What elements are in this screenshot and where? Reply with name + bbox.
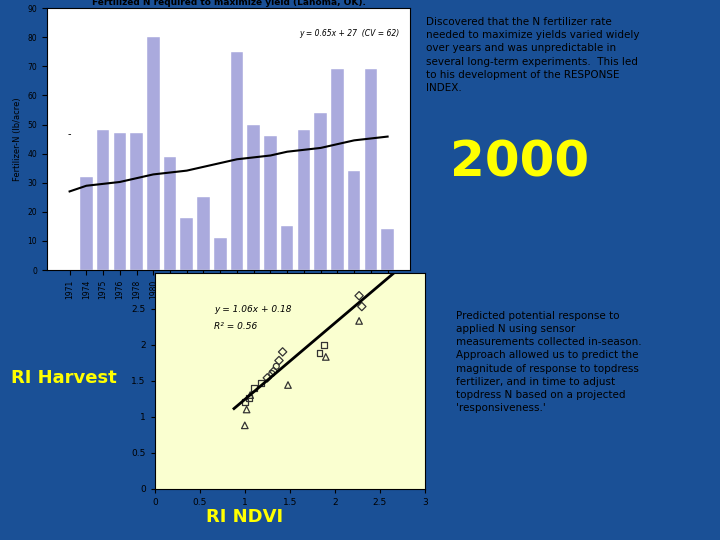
- X-axis label: Year: Year: [219, 305, 238, 314]
- Text: y = 1.06x + 0.18: y = 1.06x + 0.18: [215, 305, 292, 314]
- Point: [255, 379, 266, 387]
- Text: Predicted potential response to
applied N using sensor
measurements collected in: Predicted potential response to applied …: [456, 310, 642, 413]
- Text: RI NDVI: RI NDVI: [206, 509, 284, 526]
- Point: [314, 349, 325, 357]
- Bar: [163, 157, 176, 270]
- Point: [266, 369, 277, 378]
- Bar: [114, 133, 126, 270]
- Point: [240, 405, 252, 414]
- Bar: [281, 226, 294, 270]
- Point: [273, 356, 284, 365]
- Bar: [197, 197, 210, 270]
- Point: [282, 381, 294, 389]
- Bar: [214, 238, 227, 270]
- Bar: [147, 37, 160, 270]
- Text: Discovered that the N fertilizer rate
needed to maximize yields varied widely
ov: Discovered that the N fertilizer rate ne…: [426, 17, 639, 93]
- Bar: [264, 136, 276, 270]
- Point: [318, 340, 330, 349]
- Title: Fertilized N required to maximize yield (Lahoma, OK).: Fertilized N required to maximize yield …: [91, 0, 366, 8]
- Y-axis label: Fertilizer-N (lb/acre): Fertilizer-N (lb/acre): [13, 97, 22, 181]
- Point: [276, 348, 288, 356]
- Point: [248, 383, 259, 392]
- Bar: [382, 230, 394, 270]
- Point: [354, 316, 365, 325]
- Text: RI Harvest: RI Harvest: [11, 369, 117, 387]
- Point: [354, 292, 365, 300]
- Bar: [181, 218, 193, 270]
- Point: [271, 362, 282, 370]
- Bar: [96, 130, 109, 270]
- Bar: [297, 130, 310, 270]
- Bar: [230, 52, 243, 270]
- Text: 2000: 2000: [450, 138, 589, 186]
- Point: [261, 374, 273, 382]
- Bar: [348, 171, 361, 270]
- Bar: [80, 177, 93, 270]
- Point: [356, 302, 367, 311]
- Bar: [315, 113, 327, 270]
- Bar: [248, 125, 260, 270]
- Text: R² = 0.56: R² = 0.56: [215, 322, 258, 331]
- Bar: [331, 69, 343, 270]
- Bar: [130, 133, 143, 270]
- Text: -: -: [68, 129, 71, 139]
- Text: y = 0.65x + 27  (CV = 62): y = 0.65x + 27 (CV = 62): [300, 29, 400, 38]
- Bar: [364, 69, 377, 270]
- Point: [244, 391, 256, 400]
- Point: [239, 421, 251, 430]
- Point: [243, 394, 255, 402]
- Point: [239, 398, 251, 407]
- Point: [268, 367, 279, 376]
- Point: [320, 353, 331, 361]
